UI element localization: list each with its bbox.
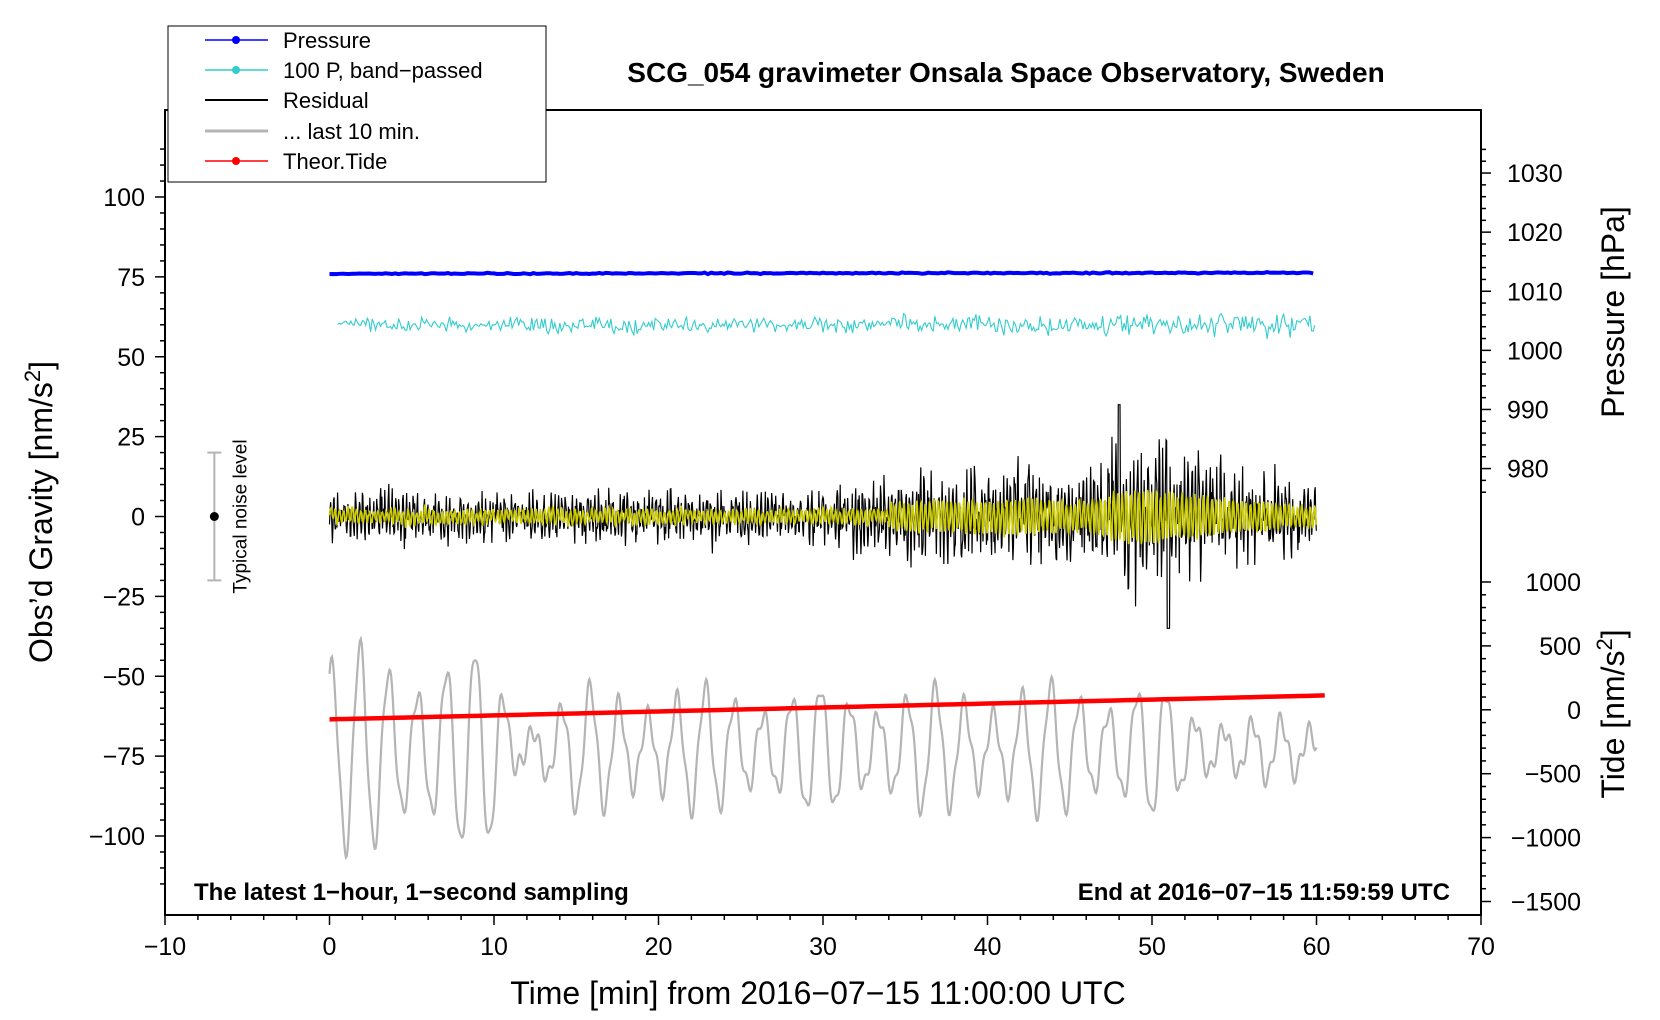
pressure-tick-label: 980 [1507,456,1549,484]
pressure-tick-label: 1010 [1507,278,1563,306]
y-axis-ticks: 100 75 50 25 0 −25 −50 −75 −100 [89,148,165,885]
legend-entry-band-passed: 100 P, band−passed [205,58,483,83]
tide-tick-label: 500 [1539,633,1581,661]
y-tick-label: −50 [103,663,145,691]
y-tick-label: −25 [103,583,145,611]
legend-label-last-10-min: ... last 10 min. [283,119,420,144]
y-tick-label: 75 [117,264,145,292]
pressure-axis-title: Pressure [hPa] [1595,206,1631,418]
last-10-min-series-line [328,635,1318,860]
x-tick-label: 20 [645,933,673,961]
tide-tick-label: −1000 [1511,825,1581,853]
x-tick-label: 50 [1138,933,1166,961]
series-layer [328,269,1325,860]
x-tick-label: −10 [144,933,186,961]
pressure-axis-ticks: 1030 1020 1010 1000 990 980 [1481,148,1563,493]
tide-axis-title-superscript: 2 [1592,638,1617,650]
legend-marker-band-passed [232,66,240,74]
tide-tick-label: 0 [1567,697,1581,725]
pressure-tick-label: 1030 [1507,160,1563,188]
theoretical-tide-series-line [329,693,1325,722]
y-tick-label: −100 [89,823,145,851]
y-tick-label: 100 [103,184,145,212]
legend-label-theor-tide: Theor.Tide [283,149,387,174]
legend-entry-residual: Residual [205,88,369,113]
y-tick-label: −75 [103,743,145,771]
x-tick-label: 0 [323,933,337,961]
legend-marker-theor-tide [232,157,240,165]
tide-tick-label: −500 [1525,761,1581,789]
chart-title: SCG_054 gravimeter Onsala Space Observat… [627,57,1384,88]
x-axis-title: Time [min] from 2016−07−15 11:00:00 UTC [510,975,1125,1011]
tide-tick-label: 1000 [1525,569,1581,597]
tide-axis-ticks: 1000 500 0 −500 −1000 −1500 [1481,569,1581,916]
pressure-tick-label: 990 [1507,396,1549,424]
tide-axis-title: Tide [nm/s2] [1592,629,1631,798]
tide-axis-title-end: ] [1595,629,1631,638]
y-axis-title: Obs’d Gravity [nm/s2] [20,361,59,663]
annotation-bottom-left: The latest 1−hour, 1−second sampling [194,879,629,906]
x-tick-label: 40 [974,933,1002,961]
x-tick-label: 30 [809,933,837,961]
y-tick-label: 0 [131,504,145,532]
noise-center-dot [209,512,219,521]
y-axis-title-end: ] [23,361,59,370]
legend-label-residual: Residual [283,88,369,113]
legend-label-pressure: Pressure [283,28,371,53]
y-tick-label: 50 [117,344,145,372]
legend-marker-pressure [232,36,240,44]
legend-entry-pressure: Pressure [205,28,371,53]
y-axis-title-superscript: 2 [20,370,45,382]
band-passed-pressure-series-line [337,312,1316,339]
pressure-series-line [329,269,1314,277]
pressure-tick-label: 1000 [1507,337,1563,365]
legend-box [167,25,547,183]
filtered-residual-series-line [328,489,1318,545]
annotation-bottom-right: End at 2016−07−15 11:59:59 UTC [1078,879,1450,906]
pressure-tick-label: 1020 [1507,219,1563,247]
tide-axis-title-main: Tide [nm/s [1595,650,1631,798]
y-axis-title-main: Obs’d Gravity [nm/s [23,382,59,663]
x-tick-label: 60 [1303,933,1331,961]
y-tick-label: 25 [117,424,145,452]
x-tick-label: 10 [480,933,508,961]
legend: Pressure 100 P, band−passed Residual ...… [167,25,547,183]
x-tick-label: 70 [1467,933,1495,961]
legend-entry-last-10-min: ... last 10 min. [205,119,420,144]
legend-entry-theor-tide: Theor.Tide [205,149,387,174]
tide-tick-label: −1500 [1511,888,1581,916]
noise-indicator: Typical noise level [207,439,251,594]
legend-label-band-passed: 100 P, band−passed [283,58,483,83]
noise-label: Typical noise level [230,439,251,593]
x-axis-ticks: −10 0 10 20 30 40 50 60 70 [144,915,1495,961]
